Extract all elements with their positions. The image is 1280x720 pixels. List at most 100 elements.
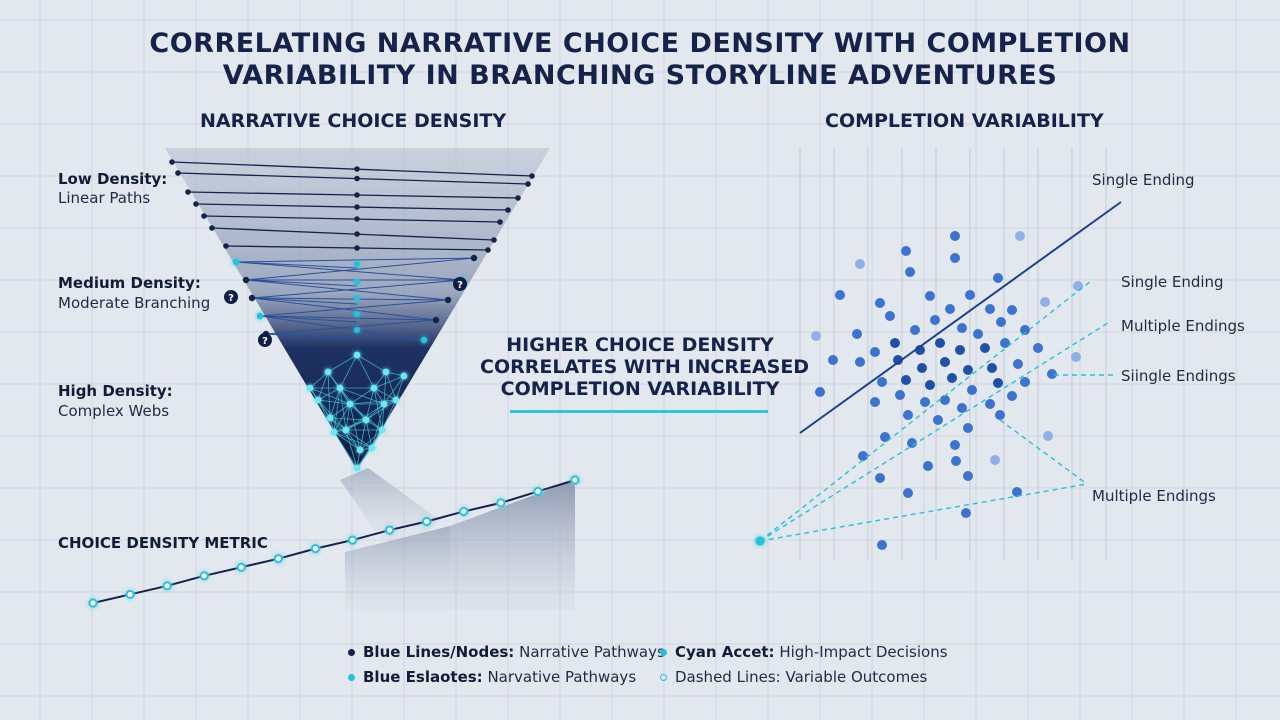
annotation-single-ending-2: Single Ending	[1121, 273, 1224, 291]
scatter-point	[907, 438, 917, 448]
web-line	[373, 375, 405, 389]
legend-item-cyan-accent: Cyan Accet: High-Impact Decisions	[660, 643, 948, 661]
scatter-point	[995, 410, 1005, 420]
main-title: CORRELATING NARRATIVE CHOICE DENSITY WIT…	[0, 28, 1280, 92]
scatter-point	[930, 315, 940, 325]
left-panel-heading: NARRATIVE CHOICE DENSITY	[200, 110, 507, 132]
scatter-point	[835, 290, 845, 300]
scatter-point	[901, 246, 911, 256]
scatter-point	[951, 456, 961, 466]
scatter-point	[828, 355, 838, 365]
scatter-point	[985, 304, 995, 314]
medium-density-desc: Moderate Branching	[58, 294, 211, 312]
legend-key: Cyan Accet:	[675, 643, 775, 661]
scatter-point	[893, 355, 903, 365]
branch-node	[420, 336, 428, 344]
web-line	[365, 399, 397, 421]
branch-node	[470, 254, 478, 262]
scatter-point	[905, 267, 915, 277]
scatter-point	[885, 311, 895, 321]
scatter-point	[1007, 391, 1017, 401]
web-node	[380, 400, 388, 408]
legend-item-dashed-lines: Dashed Lines: Variable Outcomes	[660, 668, 927, 686]
web-line	[329, 417, 367, 421]
web-node	[400, 372, 408, 380]
branch-node	[354, 261, 360, 267]
web-line	[371, 403, 385, 449]
web-line	[365, 403, 385, 421]
web-node	[324, 368, 332, 376]
metric-point	[236, 562, 246, 572]
web-node	[353, 464, 361, 472]
metric-point	[162, 581, 172, 591]
legend-dot-navy	[348, 649, 355, 656]
web-line	[345, 403, 351, 431]
web-node	[330, 428, 338, 436]
question-marker-label: ?	[262, 336, 268, 347]
branch-node	[354, 295, 360, 301]
scatter-point	[947, 373, 957, 383]
branch-line	[235, 261, 463, 281]
scatter-point	[950, 231, 960, 241]
web-line	[359, 429, 383, 451]
scatter-point	[987, 363, 997, 373]
pathway-node	[354, 166, 360, 172]
scatter-point	[967, 385, 977, 395]
branch-node	[256, 312, 264, 320]
outcome-origin-node	[755, 536, 765, 546]
pathway-node	[525, 181, 531, 187]
web-line	[333, 387, 341, 433]
scatter-point	[933, 415, 943, 425]
choice-density-metric-chart	[88, 475, 580, 610]
scatter-point	[1020, 377, 1030, 387]
branch-line	[265, 333, 358, 341]
branch-line	[245, 279, 358, 287]
pathway-node	[193, 201, 199, 207]
legend-ring-icon	[660, 674, 667, 681]
scatter-point	[895, 390, 905, 400]
branch-line	[251, 297, 449, 301]
question-marker-icon	[258, 333, 272, 347]
web-line	[333, 431, 361, 451]
scatter-point	[996, 317, 1006, 327]
branch-node	[242, 276, 250, 284]
scatter-point	[855, 357, 865, 367]
metric-point	[310, 544, 321, 554]
branch-line	[251, 297, 358, 305]
web-line	[333, 431, 358, 469]
scatter-point	[1033, 343, 1043, 353]
web-line	[381, 399, 397, 431]
web-line	[329, 403, 351, 419]
scatter-point	[1073, 281, 1083, 291]
annotation-multiple-endings-2: Multiple Endings	[1092, 487, 1216, 505]
web-node	[346, 400, 354, 408]
scatter-point	[965, 290, 975, 300]
scatter-point	[1043, 431, 1053, 441]
medium-density-title: Medium Density:	[58, 274, 201, 292]
scatter-point	[875, 473, 885, 483]
web-line	[356, 354, 387, 373]
web-node	[392, 396, 400, 404]
scatter-point	[852, 329, 862, 339]
branch-line	[259, 315, 437, 321]
legend-key: Blue Lines/Nodes:	[363, 643, 515, 661]
scatter-point	[1071, 352, 1081, 362]
scatter-point	[1047, 369, 1057, 379]
metric-point	[385, 525, 395, 535]
web-node	[370, 384, 378, 392]
web-line	[327, 354, 358, 373]
web-node	[378, 426, 386, 434]
question-marker-icon	[224, 290, 238, 304]
web-line	[373, 387, 397, 401]
legend-text: Narvative Pathways	[487, 668, 637, 686]
scatter-point	[963, 423, 973, 433]
high-density-title: High Density:	[58, 382, 173, 400]
scatter-point	[955, 345, 965, 355]
web-node	[368, 444, 376, 452]
outcome-dashed-line	[759, 483, 1088, 542]
scatter-point	[993, 273, 1003, 283]
funnel-shape	[165, 148, 550, 470]
branch-line	[251, 279, 463, 299]
branch-node	[248, 294, 256, 302]
